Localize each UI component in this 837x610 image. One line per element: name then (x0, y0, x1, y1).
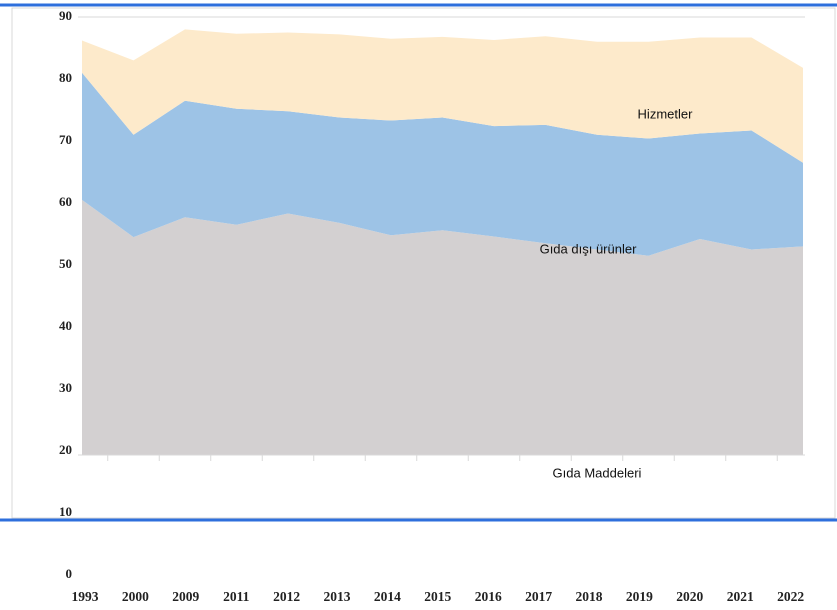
x-tick-label: 2016 (475, 589, 502, 604)
x-tick-label: 2012 (273, 589, 300, 604)
x-tick-label: 2017 (525, 589, 552, 604)
y-tick-label: 70 (59, 132, 72, 147)
y-tick-label: 10 (59, 504, 72, 519)
area (82, 29, 803, 163)
x-tick-label: 2021 (727, 589, 754, 604)
y-tick-label: 40 (59, 318, 72, 333)
y-tick-label: 80 (59, 70, 72, 85)
x-tick-label: 2019 (626, 589, 653, 604)
x-tick-label: 2000 (122, 589, 149, 604)
annotation: Gıda dışı ürünler (540, 241, 637, 256)
x-tick-label: 2013 (324, 589, 351, 604)
x-tick-label: 1993 (72, 589, 99, 604)
annotation: Gıda Maddeleri (553, 465, 642, 480)
area (82, 72, 803, 256)
y-tick-label: 30 (59, 380, 72, 395)
x-tick-label: 2022 (777, 589, 804, 604)
annotation: Hizmetler (638, 106, 694, 121)
x-tick-label: 2009 (172, 589, 199, 604)
y-tick-label: 50 (59, 256, 72, 271)
area (82, 199, 803, 455)
x-tick-label: 2011 (223, 589, 250, 604)
areas (82, 29, 803, 455)
y-tick-label: 60 (59, 194, 72, 209)
y-tick-label: 90 (59, 8, 72, 23)
y-tick-label: 0 (66, 566, 73, 581)
y-tick-label: 20 (59, 442, 72, 457)
x-tick-label: 2020 (676, 589, 703, 604)
x-tick-label: 2014 (374, 589, 401, 604)
x-tick-label: 2018 (576, 589, 603, 604)
x-tick-label: 2015 (424, 589, 451, 604)
